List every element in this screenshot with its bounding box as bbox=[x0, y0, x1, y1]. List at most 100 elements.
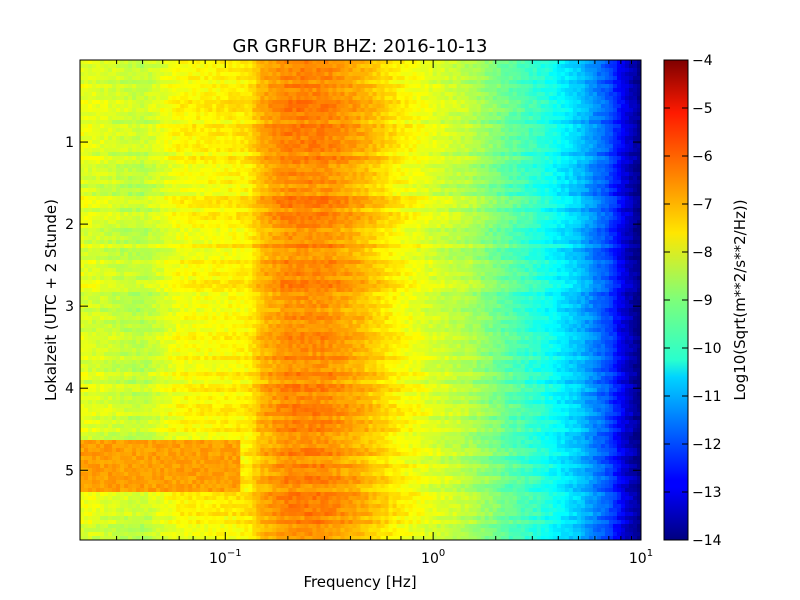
heatmap-cell bbox=[124, 196, 129, 201]
heatmap-cell bbox=[373, 128, 378, 133]
heatmap-cell bbox=[116, 172, 121, 177]
heatmap-cell bbox=[605, 176, 610, 181]
heatmap-cell bbox=[497, 168, 502, 173]
heatmap-cell bbox=[132, 96, 137, 101]
heatmap-cell bbox=[537, 196, 542, 201]
heatmap-cell bbox=[493, 112, 498, 117]
heatmap-cell bbox=[529, 76, 534, 81]
heatmap-cell bbox=[188, 200, 193, 205]
heatmap-cell bbox=[304, 60, 309, 65]
heatmap-cell bbox=[92, 112, 97, 117]
heatmap-cell bbox=[545, 180, 550, 185]
heatmap-cell bbox=[589, 164, 594, 169]
heatmap-cell bbox=[264, 108, 269, 113]
heatmap-cell bbox=[593, 64, 598, 69]
heatmap-cell bbox=[148, 156, 153, 161]
heatmap-cell bbox=[405, 196, 410, 201]
heatmap-cell bbox=[208, 152, 213, 157]
heatmap-cell bbox=[413, 104, 418, 109]
heatmap-cell bbox=[629, 160, 634, 165]
heatmap-cell bbox=[401, 160, 406, 165]
heatmap-cell bbox=[332, 68, 337, 73]
heatmap-cell bbox=[80, 108, 85, 113]
heatmap-cell bbox=[441, 172, 446, 177]
heatmap-cell bbox=[505, 112, 510, 117]
heatmap-cell bbox=[429, 156, 434, 161]
heatmap-cell bbox=[280, 176, 285, 181]
heatmap-cell bbox=[377, 168, 382, 173]
heatmap-cell bbox=[200, 128, 205, 133]
heatmap-cell bbox=[152, 168, 157, 173]
heatmap-cell bbox=[369, 72, 374, 77]
heatmap-cell bbox=[501, 60, 506, 65]
heatmap-cell bbox=[316, 128, 321, 133]
heatmap-cell bbox=[469, 152, 474, 157]
heatmap-cell bbox=[308, 60, 313, 65]
heatmap-cell bbox=[144, 164, 149, 169]
heatmap-cell bbox=[625, 184, 630, 189]
heatmap-cell bbox=[100, 184, 105, 189]
heatmap-cell bbox=[545, 164, 550, 169]
heatmap-cell bbox=[377, 124, 382, 129]
heatmap-cell bbox=[268, 64, 273, 69]
heatmap-cell bbox=[156, 124, 161, 129]
heatmap-cell bbox=[356, 116, 361, 121]
heatmap-cell bbox=[356, 184, 361, 189]
heatmap-cell bbox=[413, 176, 418, 181]
heatmap-cell bbox=[304, 76, 309, 81]
heatmap-cell bbox=[240, 104, 245, 109]
heatmap-cell bbox=[104, 88, 109, 93]
heatmap-cell bbox=[220, 148, 225, 153]
heatmap-cell bbox=[216, 60, 221, 65]
heatmap-cell bbox=[529, 172, 534, 177]
heatmap-cell bbox=[256, 164, 261, 169]
heatmap-cell bbox=[356, 108, 361, 113]
heatmap-cell bbox=[292, 104, 297, 109]
heatmap-cell bbox=[481, 168, 486, 173]
heatmap-cell bbox=[417, 164, 422, 169]
heatmap-cell bbox=[212, 164, 217, 169]
heatmap-cell bbox=[188, 68, 193, 73]
heatmap-cell bbox=[361, 72, 366, 77]
heatmap-cell bbox=[108, 148, 113, 153]
heatmap-cell bbox=[148, 92, 153, 97]
heatmap-cell bbox=[453, 80, 458, 85]
heatmap-cell bbox=[529, 128, 534, 133]
heatmap-cell bbox=[204, 128, 209, 133]
heatmap-cell bbox=[477, 68, 482, 73]
heatmap-cell bbox=[304, 68, 309, 73]
heatmap-cell bbox=[513, 100, 518, 105]
heatmap-cell bbox=[212, 124, 217, 129]
heatmap-cell bbox=[176, 196, 181, 201]
heatmap-cell bbox=[497, 184, 502, 189]
heatmap-cell bbox=[573, 92, 578, 97]
heatmap-cell bbox=[417, 192, 422, 197]
heatmap-cell bbox=[561, 184, 566, 189]
heatmap-cell bbox=[633, 116, 638, 121]
heatmap-cell bbox=[385, 156, 390, 161]
heatmap-cell bbox=[240, 172, 245, 177]
heatmap-cell bbox=[196, 184, 201, 189]
heatmap-cell bbox=[481, 84, 486, 89]
heatmap-cell bbox=[340, 120, 345, 125]
heatmap-cell bbox=[108, 68, 113, 73]
heatmap-cell bbox=[196, 116, 201, 121]
heatmap-cell bbox=[533, 92, 538, 97]
heatmap-cell bbox=[124, 180, 129, 185]
heatmap-cell bbox=[236, 188, 241, 193]
heatmap-cell bbox=[288, 160, 293, 165]
heatmap-cell bbox=[393, 60, 398, 65]
heatmap-cell bbox=[541, 192, 546, 197]
heatmap-cell bbox=[581, 192, 586, 197]
heatmap-cell bbox=[473, 164, 478, 169]
heatmap-cell bbox=[437, 116, 442, 121]
heatmap-cell bbox=[517, 140, 522, 145]
heatmap-cell bbox=[292, 108, 297, 113]
heatmap-cell bbox=[212, 152, 217, 157]
heatmap-cell bbox=[324, 160, 329, 165]
heatmap-cell bbox=[252, 176, 257, 181]
heatmap-cell bbox=[228, 172, 233, 177]
heatmap-cell bbox=[348, 160, 353, 165]
heatmap-cell bbox=[296, 188, 301, 193]
heatmap-cell bbox=[609, 188, 614, 193]
